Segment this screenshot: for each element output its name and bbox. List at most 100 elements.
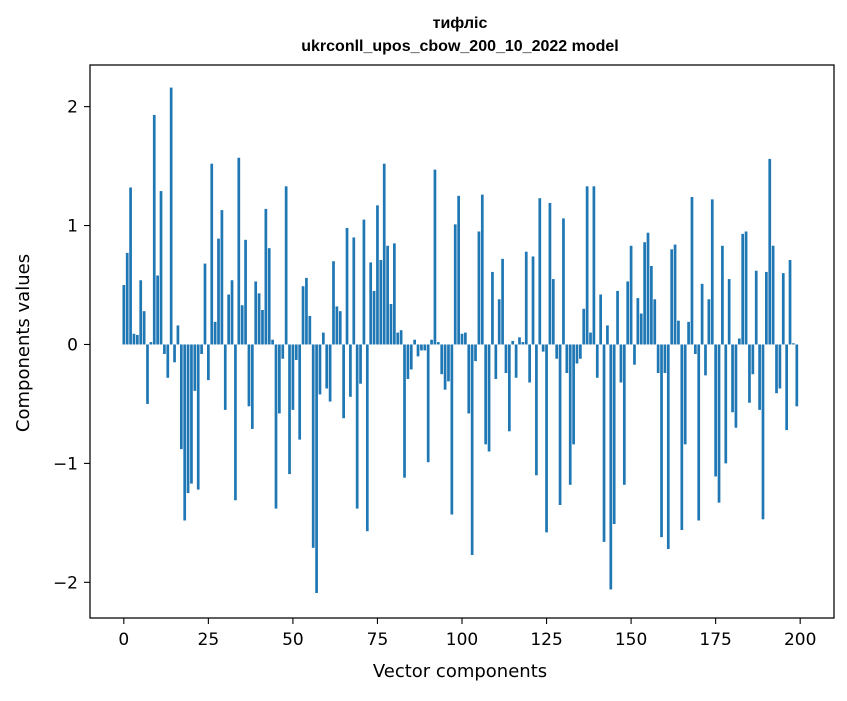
bar <box>254 281 258 345</box>
bar <box>382 163 386 345</box>
bar <box>186 344 190 494</box>
bar <box>169 87 173 345</box>
y-tick-label: 1 <box>67 217 78 237</box>
bar <box>616 290 619 345</box>
bar <box>196 344 200 490</box>
bar <box>223 344 227 410</box>
bar <box>217 238 220 345</box>
bar <box>450 344 454 515</box>
bar <box>673 244 677 345</box>
bar <box>159 191 163 345</box>
bar <box>179 344 183 450</box>
bar <box>355 344 359 509</box>
bar <box>474 344 477 362</box>
bar <box>308 315 312 345</box>
y-tick-label: −2 <box>53 573 78 593</box>
bar <box>741 233 745 345</box>
bar <box>142 311 146 345</box>
bar <box>731 344 734 413</box>
bar <box>781 273 785 345</box>
bar <box>426 344 430 463</box>
bar <box>213 321 217 345</box>
bar <box>447 344 450 382</box>
bar <box>200 344 203 354</box>
chart-title-line2: ukrconll_upos_cbow_200_10_2022 model <box>301 38 618 55</box>
bar <box>244 239 247 345</box>
bar <box>274 344 278 509</box>
bar <box>687 321 690 345</box>
bar <box>710 199 714 345</box>
bar <box>795 344 799 407</box>
bar <box>785 344 789 431</box>
bar <box>284 186 288 345</box>
bar <box>315 344 318 594</box>
bar <box>788 260 792 345</box>
bar <box>568 344 572 485</box>
bar <box>643 242 646 345</box>
bar <box>294 344 298 360</box>
bar <box>250 344 254 429</box>
bar <box>734 344 738 428</box>
bar <box>271 339 274 345</box>
x-tick-label: 125 <box>530 630 562 650</box>
y-tick-label: 0 <box>67 335 78 355</box>
bar <box>609 344 613 590</box>
bar <box>612 344 616 525</box>
bar <box>230 280 234 345</box>
bar <box>538 198 542 345</box>
bar <box>413 339 417 345</box>
bar <box>606 325 609 345</box>
bar <box>792 343 795 345</box>
bar <box>281 344 285 359</box>
bar <box>301 286 305 345</box>
bar <box>541 344 545 352</box>
bar <box>565 344 569 374</box>
bar <box>149 342 153 345</box>
bar <box>727 279 731 345</box>
bar <box>646 232 650 345</box>
bar <box>163 344 166 354</box>
bar <box>423 344 427 351</box>
y-axis-ticks: −2 −1 0 1 2 <box>53 98 90 593</box>
bar <box>352 237 356 345</box>
bar <box>369 262 373 345</box>
bar <box>758 344 761 410</box>
bar <box>227 294 231 345</box>
bar <box>318 344 322 395</box>
bar <box>376 205 379 345</box>
bar <box>778 344 782 389</box>
bar <box>582 308 586 345</box>
bar <box>521 342 525 345</box>
bar <box>342 344 345 419</box>
bar <box>349 344 352 397</box>
bars-group <box>122 87 799 594</box>
x-tick-label: 175 <box>699 630 731 650</box>
bar <box>453 224 457 345</box>
bar <box>190 344 193 484</box>
bar <box>125 252 129 345</box>
bar <box>697 344 701 521</box>
bar <box>511 340 515 345</box>
bar <box>416 344 420 357</box>
bar <box>247 344 251 407</box>
bar <box>575 344 579 364</box>
bar <box>399 330 403 345</box>
bar <box>362 219 366 345</box>
bar <box>176 325 180 345</box>
x-axis-ticks: 0 25 50 75 100 125 150 175 200 <box>118 618 816 650</box>
bar <box>680 344 684 530</box>
bar <box>518 337 521 345</box>
bar <box>365 344 369 532</box>
bar <box>677 320 680 345</box>
chart-title-line1: тифліс <box>433 15 488 32</box>
y-tick-label: 2 <box>67 98 78 118</box>
bar <box>207 344 210 381</box>
bar <box>693 344 697 354</box>
bar <box>507 344 511 432</box>
bar <box>487 344 491 452</box>
x-tick-label: 75 <box>367 630 389 650</box>
bar <box>514 344 518 378</box>
bar <box>335 306 339 345</box>
